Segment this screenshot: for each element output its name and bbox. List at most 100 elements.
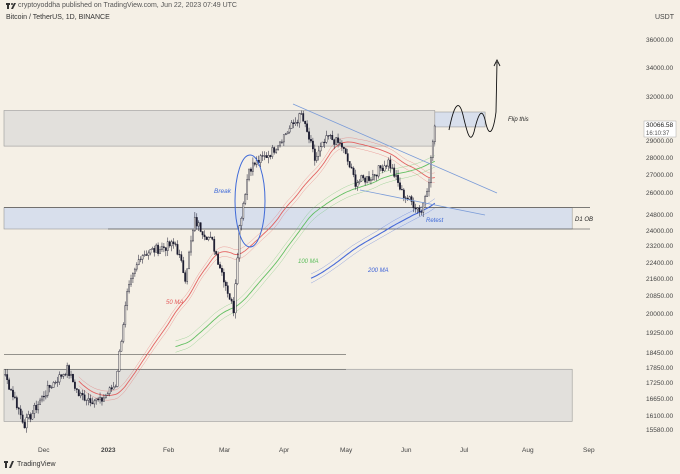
x-tick-label: Apr (279, 447, 290, 454)
candle-up (161, 246, 163, 250)
ma-line-50ma (78, 146, 435, 401)
candle-down (410, 196, 413, 202)
candle (279, 141, 281, 148)
candle-up (207, 237, 210, 240)
candle-up (188, 251, 190, 270)
candle (408, 195, 411, 201)
candle-up (298, 113, 301, 124)
candle (213, 236, 216, 255)
candle (360, 174, 363, 182)
candle (317, 145, 320, 161)
candle-up (244, 194, 247, 204)
candle-down (362, 175, 365, 179)
candle-up (85, 399, 88, 401)
candle-up (236, 257, 239, 284)
candle (300, 110, 303, 115)
candle (430, 155, 432, 188)
candle (120, 339, 123, 352)
candle-down (222, 271, 225, 283)
candle-up (135, 264, 138, 270)
candle (327, 135, 330, 140)
candle (192, 229, 194, 243)
candle-up (128, 284, 130, 292)
candle (399, 177, 401, 191)
candle-up (209, 236, 212, 238)
y-tick-label: 21600.00 (646, 276, 673, 283)
candle (352, 166, 355, 178)
candle-up (366, 176, 368, 183)
candle (118, 349, 121, 372)
candle-down (273, 147, 276, 153)
candle-down (217, 253, 219, 265)
zones-layer (3, 110, 573, 422)
x-tick-label: Aug (522, 447, 534, 454)
candle-down (205, 236, 208, 240)
candle-down (265, 155, 268, 158)
current-price-badge: 30066.58 16:10:37 (643, 120, 677, 138)
candle-up (371, 174, 374, 180)
candle (290, 120, 293, 129)
candle-down (323, 141, 326, 143)
candle-up (58, 374, 61, 383)
candle (385, 164, 388, 169)
candle (19, 405, 22, 420)
candle (193, 212, 196, 232)
candle (304, 120, 307, 128)
candle-down (68, 365, 70, 376)
candle (342, 146, 345, 154)
candle-down (73, 381, 76, 389)
candle-down (201, 231, 204, 236)
candle-up (259, 155, 262, 163)
candle-down (352, 167, 355, 175)
candle (310, 135, 312, 144)
candle (180, 251, 183, 263)
candle (426, 188, 428, 198)
candle (414, 203, 417, 213)
ma-line-50ma (78, 141, 435, 397)
candle-up (37, 404, 40, 411)
candle (199, 222, 202, 233)
candle-up (133, 268, 136, 274)
candle-up (267, 155, 270, 158)
candle (124, 301, 127, 328)
candle (356, 179, 359, 191)
candle-down (195, 217, 198, 227)
candle-up (46, 385, 49, 396)
candle-down (385, 165, 388, 167)
candle (393, 163, 396, 178)
candle-up (197, 222, 200, 227)
candle-up (56, 381, 59, 383)
candle-up (104, 395, 107, 399)
candle (381, 164, 384, 174)
candle (184, 270, 187, 284)
moving-averages (78, 137, 436, 401)
candle-down (401, 189, 403, 191)
candle-down (368, 176, 370, 181)
candle (73, 379, 76, 392)
candle-up (408, 196, 411, 200)
ma-line-200ma (310, 202, 436, 279)
candle-down (17, 407, 20, 410)
candle-down (19, 408, 22, 416)
candle (331, 130, 334, 141)
candle-down (174, 243, 177, 245)
candle-down (354, 174, 357, 187)
candle-up (275, 149, 278, 153)
candle-up (54, 382, 57, 384)
candle-up (321, 141, 324, 147)
candle-up (430, 157, 432, 184)
candle (56, 376, 59, 387)
candle-up (242, 203, 245, 219)
candle (323, 138, 326, 149)
candle (174, 241, 177, 247)
candle (298, 112, 301, 128)
candle (77, 389, 80, 397)
candle-up (52, 382, 55, 388)
candle (95, 398, 98, 405)
price-badge-value: 30066.58 (646, 122, 673, 129)
candle-down (420, 211, 423, 213)
candle (147, 250, 150, 260)
candle-down (304, 121, 307, 124)
price-badge-countdown: 16:10:37 (646, 131, 670, 137)
